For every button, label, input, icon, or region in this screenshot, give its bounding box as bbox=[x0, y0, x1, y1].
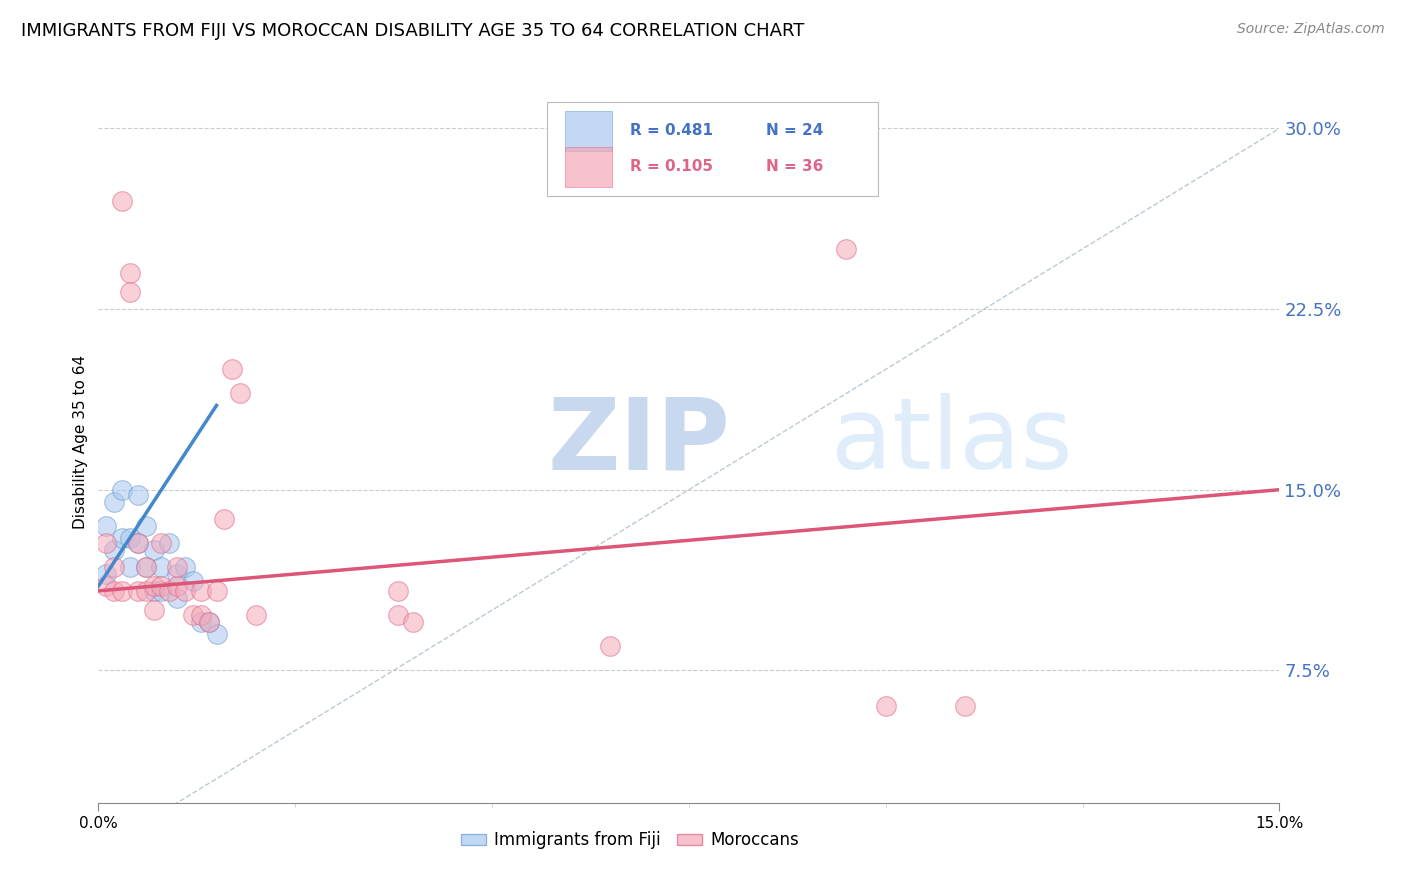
FancyBboxPatch shape bbox=[565, 147, 612, 186]
Point bbox=[103, 542, 125, 557]
Point bbox=[127, 583, 149, 598]
Point bbox=[111, 531, 134, 545]
Point bbox=[135, 559, 157, 574]
Point bbox=[214, 511, 236, 525]
Point bbox=[135, 559, 157, 574]
Point bbox=[142, 579, 165, 593]
Point bbox=[157, 583, 180, 598]
Point bbox=[96, 535, 118, 549]
Point bbox=[387, 607, 409, 622]
Text: ZIP: ZIP bbox=[547, 393, 730, 490]
Point bbox=[166, 591, 188, 605]
Point bbox=[111, 583, 134, 598]
Point bbox=[150, 535, 173, 549]
Point bbox=[103, 559, 125, 574]
FancyBboxPatch shape bbox=[547, 102, 877, 196]
Point bbox=[205, 627, 228, 641]
Y-axis label: Disability Age 35 to 64: Disability Age 35 to 64 bbox=[73, 354, 89, 529]
Text: N = 36: N = 36 bbox=[766, 160, 823, 175]
Point bbox=[181, 607, 204, 622]
Point bbox=[96, 579, 118, 593]
FancyBboxPatch shape bbox=[565, 111, 612, 151]
Point bbox=[111, 483, 134, 497]
Point bbox=[118, 266, 141, 280]
Point bbox=[181, 574, 204, 589]
Point bbox=[953, 699, 976, 714]
Point bbox=[190, 607, 212, 622]
Point bbox=[197, 615, 219, 630]
Point bbox=[205, 583, 228, 598]
Point bbox=[118, 559, 141, 574]
Text: Source: ZipAtlas.com: Source: ZipAtlas.com bbox=[1237, 22, 1385, 37]
Point bbox=[166, 579, 188, 593]
Point bbox=[127, 535, 149, 549]
Point bbox=[96, 567, 118, 582]
Point bbox=[111, 194, 134, 208]
Point bbox=[229, 386, 252, 401]
Point bbox=[387, 583, 409, 598]
Text: atlas: atlas bbox=[831, 393, 1073, 490]
Point bbox=[245, 607, 267, 622]
Point bbox=[166, 567, 188, 582]
Point bbox=[875, 699, 897, 714]
Point bbox=[190, 583, 212, 598]
Point bbox=[118, 285, 141, 300]
Point bbox=[142, 583, 165, 598]
Point bbox=[96, 518, 118, 533]
Point bbox=[835, 242, 858, 256]
Point bbox=[402, 615, 425, 630]
Point bbox=[127, 487, 149, 501]
Point bbox=[127, 535, 149, 549]
Point bbox=[166, 559, 188, 574]
Point bbox=[174, 559, 197, 574]
Point bbox=[103, 583, 125, 598]
Point bbox=[174, 583, 197, 598]
Point bbox=[150, 583, 173, 598]
Point bbox=[135, 583, 157, 598]
Point bbox=[150, 579, 173, 593]
Legend: Immigrants from Fiji, Moroccans: Immigrants from Fiji, Moroccans bbox=[454, 824, 806, 856]
Point bbox=[142, 542, 165, 557]
Text: N = 24: N = 24 bbox=[766, 123, 823, 138]
Point bbox=[599, 639, 621, 653]
Point bbox=[103, 494, 125, 508]
Point bbox=[142, 603, 165, 617]
Point bbox=[150, 559, 173, 574]
Text: IMMIGRANTS FROM FIJI VS MOROCCAN DISABILITY AGE 35 TO 64 CORRELATION CHART: IMMIGRANTS FROM FIJI VS MOROCCAN DISABIL… bbox=[21, 22, 804, 40]
Point bbox=[118, 531, 141, 545]
Point bbox=[190, 615, 212, 630]
Point bbox=[157, 535, 180, 549]
Text: R = 0.105: R = 0.105 bbox=[630, 160, 713, 175]
Point bbox=[221, 362, 243, 376]
Text: R = 0.481: R = 0.481 bbox=[630, 123, 713, 138]
Point bbox=[135, 518, 157, 533]
Point bbox=[197, 615, 219, 630]
